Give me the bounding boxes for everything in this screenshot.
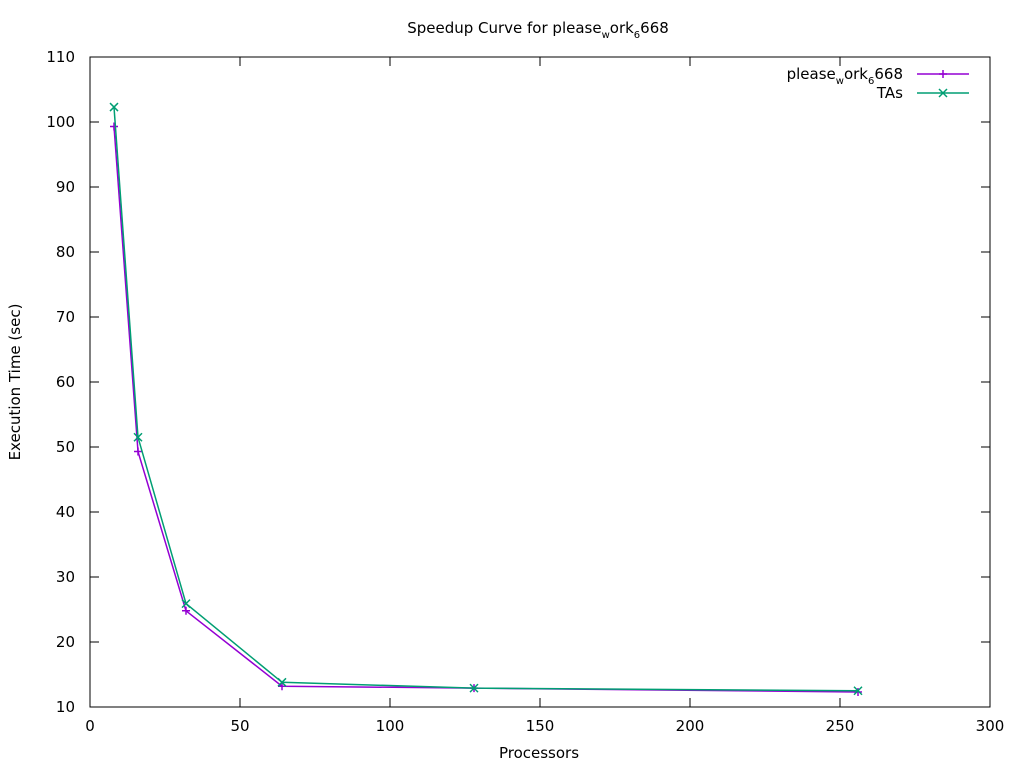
- y-tick-label: 80: [56, 243, 75, 261]
- y-tick-label: 70: [56, 308, 75, 326]
- series-1-point: [182, 606, 190, 615]
- chart-title-sub2: 6: [634, 30, 640, 41]
- x-tick-label: 150: [526, 717, 555, 735]
- series-2-point: [469, 683, 479, 693]
- legend-label-part: 668: [874, 65, 903, 83]
- series-1-point: [134, 447, 142, 456]
- series-line-2: [113, 107, 859, 692]
- series-2-point: [277, 677, 287, 687]
- chart-title-base: Speedup Curve for please: [407, 19, 601, 37]
- x-tick-label: 50: [230, 717, 249, 735]
- legend-label-part: w: [836, 76, 844, 87]
- x-tick-label: 300: [976, 717, 1005, 735]
- y-tick-label: 20: [56, 633, 75, 651]
- legend-label-part: ork: [844, 65, 868, 83]
- legend-label-part: 6: [868, 76, 874, 87]
- series-1-point: [278, 682, 286, 691]
- x-tick-label: 0: [85, 717, 95, 735]
- legend-label-1: pleasework6668: [787, 65, 903, 87]
- chart-title: Speedup Curve for pleasework6668: [407, 19, 669, 41]
- series-1-point: [110, 122, 118, 131]
- series-1-point: [854, 688, 862, 697]
- chart-title-sub1: w: [602, 30, 610, 41]
- series-2-point: [109, 102, 119, 112]
- series-2-point: [853, 686, 863, 696]
- chart-title-mid: ork: [610, 19, 634, 37]
- y-tick-label: 110: [46, 48, 75, 66]
- y-tick-label: 30: [56, 568, 75, 586]
- x-axis-label: Processors: [499, 744, 579, 762]
- legend-marker-1: [939, 70, 947, 78]
- y-tick-label: 100: [46, 113, 75, 131]
- y-tick-label: 10: [56, 698, 75, 716]
- series-2-point: [181, 599, 191, 609]
- chart-title-tail: 668: [640, 19, 669, 37]
- series-2-point: [133, 432, 143, 442]
- y-tick-label: 40: [56, 503, 75, 521]
- y-tick-label: 60: [56, 373, 75, 391]
- y-tick-label: 50: [56, 438, 75, 456]
- y-axis-label: Execution Time (sec): [6, 304, 24, 461]
- plot-area: 0 50 100 150 200 250 300 10 20 30 40 50 60 70 80 90 100 1…: [46, 48, 1004, 735]
- x-tick-label: 200: [676, 717, 705, 735]
- legend-marker-2: [938, 88, 948, 98]
- legend-label-2: TAs: [876, 84, 903, 102]
- legend-label-part: TAs: [876, 84, 903, 102]
- x-tick-label: 250: [826, 717, 855, 735]
- legend-label-part: please: [787, 65, 836, 83]
- y-tick-label: 90: [56, 178, 75, 196]
- x-tick-label: 100: [376, 717, 405, 735]
